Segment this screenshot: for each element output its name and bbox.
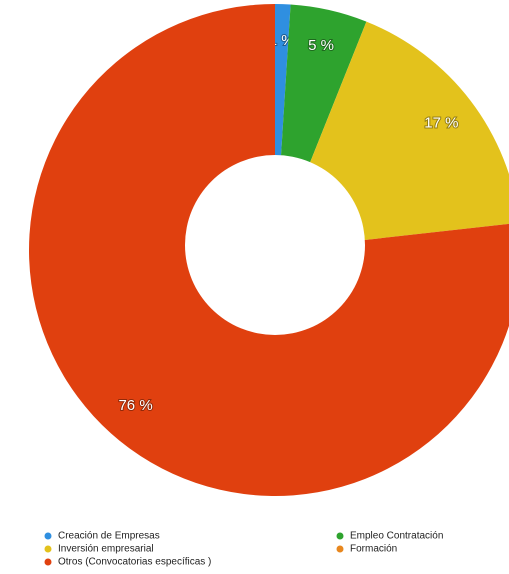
value-label: 76 % [118,397,152,414]
legend-swatch [336,532,344,540]
legend-swatch [44,545,52,553]
legend-label: Empleo Contratación [350,531,443,542]
legend-swatch [336,545,344,553]
legend-label: Otros (Convocatorias específicas ) [58,557,211,568]
legend-swatch [44,558,52,566]
value-label: 5 % [308,37,334,54]
legend-label: Creación de Empresas [58,531,160,542]
legend-label: Inversión empresarial [58,544,154,555]
value-label: 17 % [424,114,458,131]
legend-label: Formación [350,544,397,555]
donut-hole [185,155,365,335]
legend-swatch [44,532,52,540]
